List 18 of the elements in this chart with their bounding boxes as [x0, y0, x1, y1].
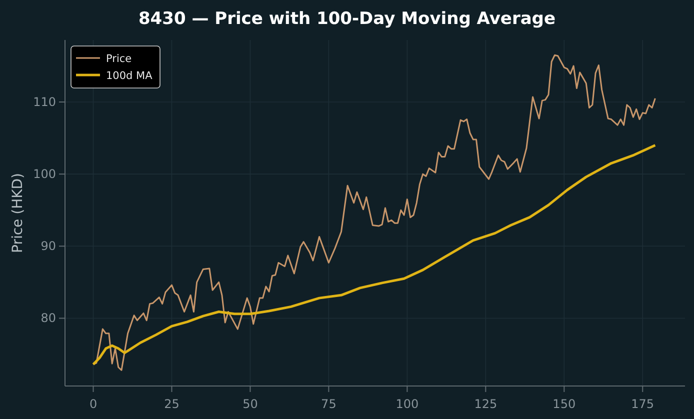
- legend-label: 100d MA: [106, 70, 154, 82]
- x-tick-label: 75: [321, 397, 336, 412]
- y-tick-label: 80: [40, 311, 56, 326]
- x-tick-label: 150: [552, 397, 576, 412]
- line-series: [92, 54, 656, 371]
- x-tick-label: 50: [242, 397, 258, 412]
- y-axis-title: Price (HKD): [10, 172, 26, 254]
- y-tick-label: 90: [40, 239, 56, 253]
- x-tick-label: 0: [89, 397, 98, 412]
- chart-title: 8430 — Price with 100-Day Moving Average: [138, 9, 556, 29]
- x-tick-label: 25: [164, 397, 180, 412]
- x-tick-label: 100: [396, 397, 419, 412]
- legend-label: Price: [106, 53, 132, 65]
- y-tick-label: 100: [33, 166, 56, 181]
- line-series: [92, 144, 656, 366]
- x-tick-label: 125: [474, 397, 498, 412]
- x-tick-label: 175: [631, 397, 654, 412]
- y-tick-label: 110: [33, 94, 56, 109]
